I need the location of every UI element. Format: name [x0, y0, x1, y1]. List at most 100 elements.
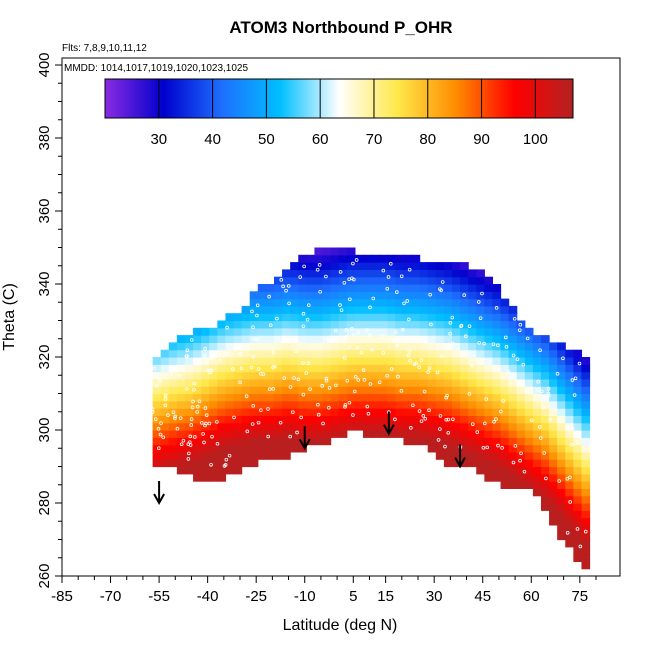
field-cell-1226: [557, 415, 566, 424]
field-cell-350: [282, 335, 291, 343]
field-cell-794: [419, 269, 429, 278]
field-cell-17: [160, 444, 170, 453]
field-cell-542: [338, 262, 348, 270]
field-cell-860: [443, 378, 453, 387]
sample-point-168: [223, 463, 228, 467]
field-cell-235: [241, 313, 251, 322]
field-cell-721: [403, 422, 413, 431]
field-cell-846: [435, 276, 445, 285]
field-cell-380: [290, 298, 299, 307]
sample-point-264: [355, 345, 360, 350]
field-cell-323: [273, 349, 283, 358]
field-cell-926: [460, 305, 469, 314]
field-cell-18: [160, 437, 170, 446]
field-cell-1285: [573, 400, 583, 409]
field-cell-899: [451, 298, 461, 307]
sample-point-35: [475, 430, 480, 434]
field-cell-576: [354, 378, 364, 387]
field-cell-98: [193, 386, 202, 395]
field-cell-201: [233, 408, 243, 416]
field-cell-1103: [516, 415, 526, 424]
field-cell-20: [160, 422, 170, 431]
field-cell-1054: [500, 400, 510, 409]
sample-point-144: [417, 365, 422, 370]
sample-point-219: [190, 405, 195, 410]
chart-title: ATOM3 Northbound P_OHR: [229, 18, 452, 37]
field-cell-785: [419, 335, 429, 343]
field-cell-909: [460, 430, 469, 438]
sample-point-195: [351, 277, 356, 282]
field-cell-757: [411, 349, 421, 358]
field-cell-81: [184, 364, 194, 373]
field-cell-513: [330, 284, 340, 292]
field-cell-1195: [549, 444, 558, 453]
sample-point-224: [255, 303, 260, 308]
field-cell-187: [225, 349, 235, 358]
field-cell-558: [346, 327, 356, 336]
field-cell-1027: [492, 393, 502, 402]
field-cell-988: [484, 473, 494, 482]
field-cell-624: [371, 393, 380, 402]
field-cell-1185: [549, 517, 558, 526]
sample-point-64: [496, 443, 500, 448]
field-cell-651: [379, 378, 388, 387]
field-cell-333: [273, 276, 283, 285]
field-cell-372: [290, 357, 299, 365]
field-cell-241: [249, 430, 259, 438]
field-cell-698: [395, 400, 405, 409]
field-cell-1055: [500, 393, 510, 402]
field-cell-67: [184, 466, 194, 475]
field-cell-390: [298, 415, 307, 424]
field-cell-325: [273, 335, 283, 343]
field-cell-1044: [500, 473, 510, 482]
field-cell-620: [371, 422, 380, 431]
field-cell-508: [330, 320, 340, 329]
field-cell-1138: [524, 327, 534, 336]
field-cell-57: [176, 400, 186, 409]
field-cell-705: [395, 349, 405, 358]
field-cell-492: [322, 247, 332, 256]
field-cell-512: [330, 291, 340, 300]
field-cell-394: [298, 386, 307, 395]
field-cell-735: [403, 320, 413, 329]
sample-point-2: [344, 334, 349, 339]
field-cell-1217: [557, 481, 566, 489]
field-cell-179: [225, 408, 235, 416]
field-cell-284: [257, 284, 267, 292]
field-cell-376: [290, 327, 299, 336]
field-cell-153: [217, 444, 227, 453]
field-cell-1120: [524, 459, 534, 468]
sample-point-147: [480, 291, 484, 296]
field-cell-446: [314, 386, 324, 395]
sample-point-118: [327, 386, 332, 390]
sample-point-313: [409, 426, 413, 430]
sample-point-5: [275, 316, 279, 321]
field-cell-222: [241, 408, 251, 416]
field-cell-979: [476, 327, 485, 336]
field-cell-1119: [524, 466, 534, 475]
field-cell-433: [306, 291, 316, 300]
field-cell-1116: [516, 320, 526, 329]
sample-point-129: [188, 434, 193, 439]
field-cell-465: [314, 247, 324, 256]
field-cell-125: [201, 342, 210, 351]
field-cell-226: [241, 378, 251, 387]
field-cell-498: [330, 393, 340, 402]
field-cell-1155: [532, 371, 542, 380]
sample-point-50: [205, 360, 210, 365]
field-cell-1235: [557, 349, 566, 358]
field-cell-321: [273, 364, 283, 373]
field-cell-298: [265, 357, 275, 365]
field-cell-282: [257, 298, 267, 307]
field-cell-1162: [540, 495, 550, 504]
field-cell-354: [282, 305, 291, 314]
field-cell-639: [371, 284, 380, 292]
x-axis: -85 -70 -55 -40 -25 -10 5 15 30 45 60 75: [51, 576, 597, 605]
field-cell-907: [460, 444, 469, 453]
field-cell-236: [241, 305, 251, 314]
field-cell-176: [225, 430, 235, 438]
field-cell-283: [257, 291, 267, 300]
field-cell-951: [468, 327, 477, 336]
field-cell-326: [273, 327, 283, 336]
field-cell-358: [282, 276, 291, 285]
